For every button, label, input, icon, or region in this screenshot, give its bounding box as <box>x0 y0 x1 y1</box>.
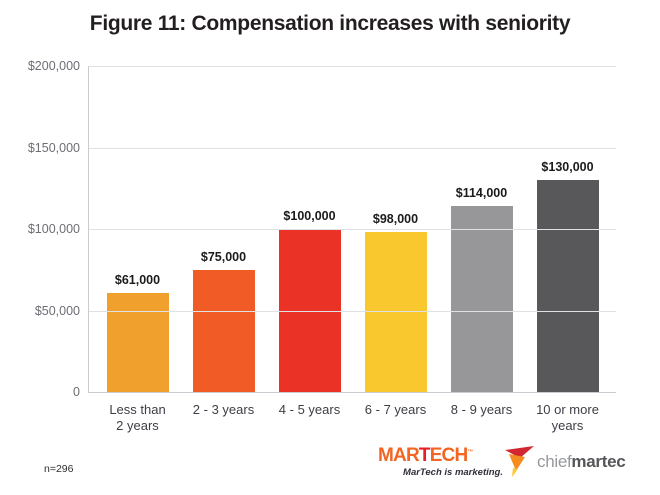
gridline <box>89 147 616 149</box>
bar-value-label: $100,000 <box>283 209 336 223</box>
bar-column: $130,000 10 or more years <box>536 66 599 433</box>
gridline <box>89 229 616 230</box>
bar-column: $75,000 2 - 3 years <box>192 66 255 417</box>
y-tick-label: $150,000 <box>27 140 80 155</box>
bar-value-label: $98,000 <box>372 212 419 227</box>
y-tick-label: $200,000 <box>27 59 80 73</box>
chart-title: Figure 11: Compensation increases with s… <box>89 12 571 35</box>
trademark-symbol: ™ <box>467 449 474 456</box>
x-category-label: 6 - 7 years <box>364 402 427 417</box>
martech-word-part2: T <box>418 445 431 466</box>
x-category-label: 4 - 5 years <box>278 402 341 417</box>
y-tick-label: 0 <box>73 385 80 399</box>
sample-size-note: n=296 <box>44 463 74 475</box>
gridline <box>89 66 616 67</box>
bar <box>192 269 255 392</box>
bar-value-label: $114,000 <box>455 186 508 201</box>
plot-area: $61,000 Less than 2 years $75,000 2 - 3 yea… <box>88 66 616 433</box>
x-category-label: 2 - 3 years <box>192 402 255 417</box>
chiefmartec-word-part1: chief <box>537 451 572 471</box>
bar-value-label: $130,000 <box>541 160 594 175</box>
martech-wordmark: MARTECH™ <box>378 446 503 465</box>
bar <box>364 232 427 392</box>
bar-column: $61,000 Less than 2 years <box>106 66 169 433</box>
bar <box>106 292 169 392</box>
bar-value-label: $75,000 <box>200 249 247 264</box>
martech-word-part3: ECH <box>429 445 469 466</box>
x-category-label: 8 - 9 years <box>450 402 513 417</box>
gridline <box>89 310 616 312</box>
x-category-label: Less than 2 years <box>109 402 166 433</box>
y-axis: $200,000 $150,000 $100,000 $50,000 0 <box>0 59 80 399</box>
icon-orange-shape <box>509 454 525 471</box>
bar <box>450 206 513 392</box>
y-tick-label: $50,000 <box>34 303 80 318</box>
x-category-label: 10 or more years <box>536 402 599 433</box>
bars-container: $61,000 Less than 2 years $75,000 2 - 3 yea… <box>89 66 616 433</box>
y-tick-label: $100,000 <box>27 222 80 236</box>
chiefmartec-logo: chiefmartec <box>504 445 626 477</box>
icon-red-shape <box>505 446 534 458</box>
martech-word-part1: MAR <box>378 445 420 466</box>
bar <box>536 180 599 392</box>
chiefmartec-word-part2: martec <box>571 451 626 471</box>
icon-yellow-shape <box>512 468 518 477</box>
bar-column: $114,000 8 - 9 years <box>450 66 513 417</box>
bar-column: $98,000 6 - 7 years <box>364 66 427 417</box>
bar-value-label: $61,000 <box>114 272 161 287</box>
chiefmartec-pinwheel-icon <box>505 446 534 477</box>
martech-logo: MARTECH™ MarTech is marketing. <box>378 446 503 478</box>
chiefmartec-wordmark: chiefmartec <box>537 451 626 471</box>
martech-tagline: MarTech is marketing. <box>403 467 503 478</box>
